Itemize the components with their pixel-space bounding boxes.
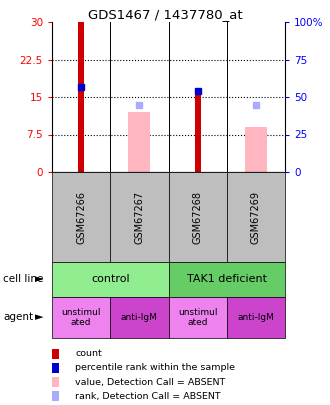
Text: agent: agent <box>3 313 33 322</box>
Text: unstimul
ated: unstimul ated <box>61 308 101 327</box>
Text: ►: ► <box>35 313 43 322</box>
Text: GSM67268: GSM67268 <box>193 190 203 243</box>
Text: GSM67266: GSM67266 <box>76 190 86 243</box>
Text: cell line: cell line <box>3 275 44 284</box>
Text: percentile rank within the sample: percentile rank within the sample <box>75 364 235 373</box>
Text: anti-IgM: anti-IgM <box>121 313 158 322</box>
Text: GDS1467 / 1437780_at: GDS1467 / 1437780_at <box>88 8 242 21</box>
Text: value, Detection Call = ABSENT: value, Detection Call = ABSENT <box>75 377 225 386</box>
Text: count: count <box>75 350 102 358</box>
Text: control: control <box>91 275 130 284</box>
Text: TAK1 deficient: TAK1 deficient <box>187 275 267 284</box>
Bar <box>78 22 84 172</box>
Bar <box>245 127 267 172</box>
Bar <box>128 112 150 172</box>
Bar <box>195 90 201 172</box>
Text: GSM67267: GSM67267 <box>134 190 145 243</box>
Text: unstimul
ated: unstimul ated <box>178 308 217 327</box>
Text: rank, Detection Call = ABSENT: rank, Detection Call = ABSENT <box>75 392 221 401</box>
Text: anti-IgM: anti-IgM <box>238 313 274 322</box>
Text: ►: ► <box>35 275 43 284</box>
Text: GSM67269: GSM67269 <box>251 190 261 243</box>
